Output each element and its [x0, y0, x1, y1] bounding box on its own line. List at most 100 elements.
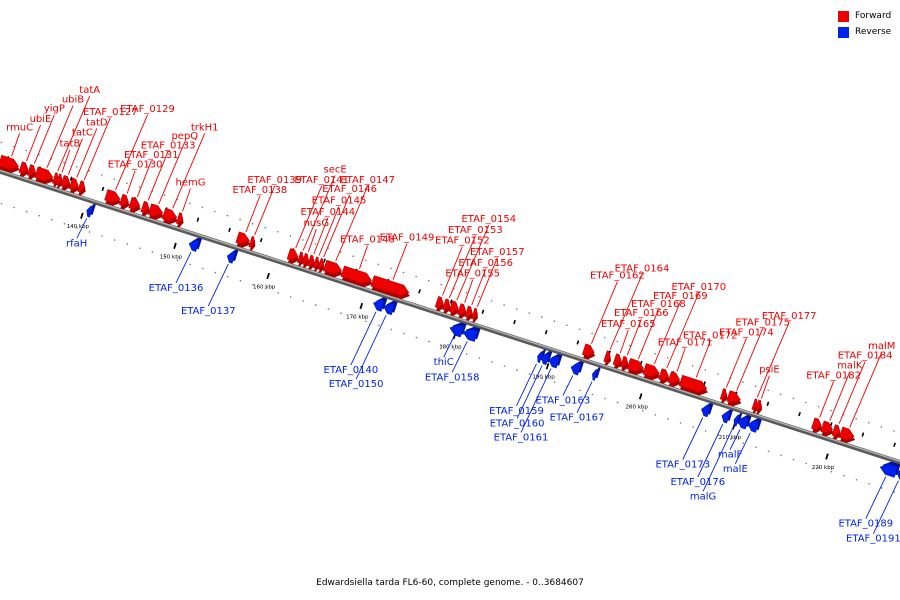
gene-ETAF_0148[interactable] — [340, 265, 375, 289]
gene-rmuC[interactable] — [0, 154, 22, 175]
gene-malM[interactable] — [838, 426, 857, 445]
gene-label-malG: malG — [690, 491, 716, 502]
forward-swatch — [838, 10, 849, 22]
gene-hemG[interactable] — [175, 212, 186, 228]
gene-ETAF_0138[interactable] — [235, 231, 253, 250]
gene-ETAF_0139[interactable] — [248, 235, 258, 251]
gene-ETAF_0189[interactable] — [879, 459, 900, 478]
gene-ETAF_0174[interactable] — [719, 388, 730, 404]
gene-arrow-body — [620, 355, 628, 368]
gene-ETAF_0182[interactable] — [810, 417, 825, 435]
gene-ETAF_0175[interactable] — [726, 390, 744, 409]
gene-ETAF_0153[interactable] — [442, 298, 454, 315]
rail-dot — [754, 385, 757, 388]
gene-ETAF_0177[interactable] — [751, 398, 761, 414]
label-leader — [355, 315, 387, 380]
gene-ETAF_0161[interactable] — [547, 352, 563, 369]
gene-trkH1[interactable] — [161, 207, 180, 226]
gene-label-hemG: hemG — [176, 178, 206, 189]
gene-ETAF_0127[interactable] — [77, 180, 89, 197]
gene-secE[interactable] — [296, 251, 306, 267]
gene-tatA[interactable] — [51, 172, 61, 188]
gene-ETAF_0184[interactable] — [831, 424, 844, 441]
gene-ETAF_0162[interactable] — [581, 343, 597, 361]
gene-rfaH[interactable] — [85, 202, 96, 218]
gene-ETAF_0145[interactable] — [312, 256, 322, 272]
gene-ubiB[interactable] — [34, 166, 57, 186]
gene-ETAF_0158[interactable] — [461, 324, 481, 342]
gene-arrow-body — [188, 239, 200, 252]
gene-ETAF_0146[interactable] — [317, 258, 327, 273]
gene-arrow-body — [140, 200, 150, 213]
gene-ETAF_0147[interactable] — [322, 259, 345, 279]
gene-yigP[interactable] — [26, 164, 39, 181]
gene-ETAF_0166[interactable] — [619, 355, 631, 372]
gene-ETAF_0133[interactable] — [140, 200, 153, 217]
gene-ETAF_0129[interactable] — [104, 189, 124, 208]
gene-arrow-body — [370, 275, 410, 296]
gene-arrow-body — [0, 154, 20, 170]
gene-ETAF_0155[interactable] — [457, 303, 470, 320]
gene-ETAF_0141[interactable] — [286, 248, 302, 266]
rail-dot — [818, 466, 820, 469]
label-leader — [335, 185, 369, 262]
gene-malE[interactable] — [746, 416, 762, 433]
gene-ETAF_0136[interactable] — [187, 235, 202, 252]
gene-psiE[interactable] — [755, 399, 765, 415]
rail-dot — [629, 344, 631, 347]
gene-ubiE[interactable] — [18, 161, 32, 178]
rail-dot — [403, 332, 405, 335]
rail-dot — [465, 292, 468, 294]
gene-tatD[interactable] — [68, 177, 82, 194]
rail-dot — [440, 283, 443, 286]
gene-ETAF_0152[interactable] — [434, 296, 447, 312]
gene-tatC[interactable] — [60, 175, 74, 191]
gene-ETAF_0168[interactable] — [626, 358, 647, 377]
gene-ETAF_0176[interactable] — [720, 408, 733, 424]
gene-label-ETAF_0157: ETAF_0157 — [470, 247, 525, 258]
gene-arrow-body — [667, 371, 681, 384]
gene-ETAF_0150[interactable] — [382, 298, 398, 316]
gene-ETAF_0170[interactable] — [658, 368, 673, 386]
rail-dot — [579, 389, 581, 392]
gene-ETAF_0157[interactable] — [470, 307, 480, 323]
minor-mark — [861, 432, 865, 437]
gene-malK[interactable] — [820, 420, 836, 438]
gene-arrows[interactable] — [0, 154, 900, 481]
gene-ETAF_0163[interactable] — [569, 359, 584, 376]
minor-mark — [196, 217, 200, 222]
gene-ETAF_0172[interactable] — [678, 374, 710, 397]
gene-pepQ[interactable] — [147, 203, 166, 222]
gene-ETAF_0173[interactable] — [700, 401, 714, 418]
gene-tatB[interactable] — [55, 173, 65, 189]
gene-ETAF_0154[interactable] — [448, 300, 462, 317]
gene-ETAF_0171[interactable] — [667, 371, 683, 389]
gene-ETAF_0191[interactable] — [895, 464, 900, 481]
gene-label-malM: malM — [868, 341, 895, 352]
gene-ETAF_0167[interactable] — [591, 366, 601, 381]
label-leader — [83, 117, 111, 180]
scale-tick-label: 220 kbp — [812, 465, 835, 471]
gene-ETAF_0165[interactable] — [612, 353, 625, 370]
gene-ETAF_0149[interactable] — [370, 275, 413, 302]
gene-ETAF_0169[interactable] — [642, 363, 663, 383]
minor-mark — [544, 330, 548, 335]
gene-label-ETAF_0140: ETAF_0140 — [324, 365, 379, 376]
rail-dot — [277, 292, 279, 294]
gene-ETAF_0160[interactable] — [540, 349, 553, 366]
gene-ETAF_0137[interactable] — [226, 248, 239, 264]
label-leader — [619, 329, 629, 354]
minor-mark — [449, 299, 453, 304]
rail-dot — [704, 369, 707, 371]
gene-thiC[interactable] — [448, 320, 467, 338]
gene-ETAF_0156[interactable] — [464, 305, 476, 322]
rail-dot — [51, 218, 53, 221]
gene-arrow-body — [626, 358, 644, 372]
rail-dot — [189, 263, 191, 266]
rail-dot — [453, 349, 456, 351]
gene-ETAF_0131[interactable] — [128, 196, 144, 214]
gene-label-ETAF_0136: ETAF_0136 — [149, 283, 204, 294]
rail-dot — [277, 231, 279, 233]
gene-ETAF_0164[interactable] — [603, 350, 614, 366]
gene-ETAF_0130[interactable] — [118, 193, 132, 210]
